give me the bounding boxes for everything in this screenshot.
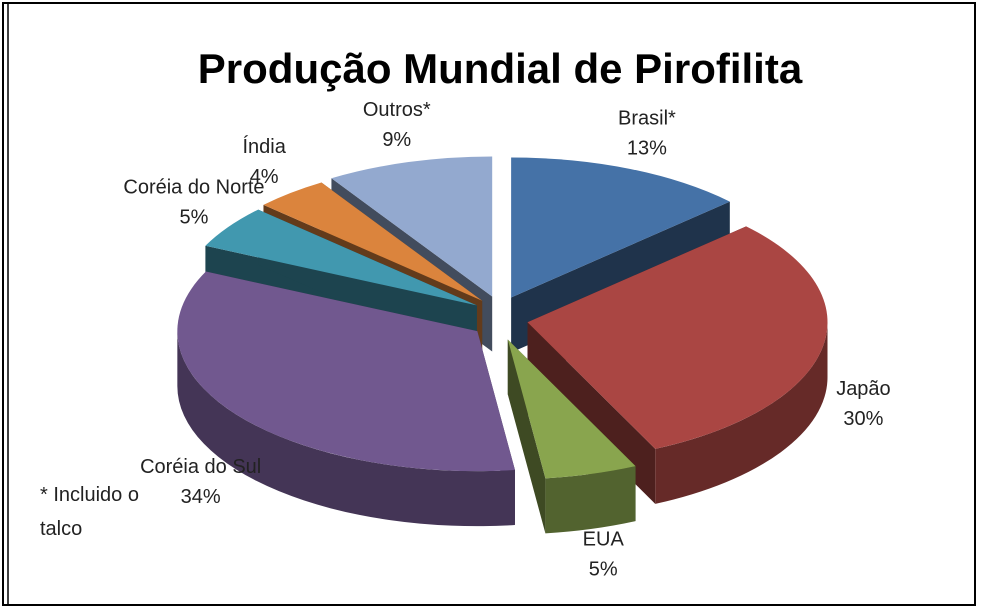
slice-value-label: 13%: [627, 137, 667, 159]
slice-value-label: 9%: [382, 129, 411, 151]
pie-slice: [263, 182, 483, 301]
annotation: * Incluido o talco: [40, 484, 139, 540]
chart-title: Produção Mundial de Pirofilita: [198, 45, 803, 92]
slice-wall: [177, 331, 515, 527]
slice-wall: [545, 466, 636, 534]
slice-label: Outros*: [363, 99, 431, 121]
slice-label: Coréia do Sul: [140, 456, 261, 478]
slice-value-label: 34%: [181, 486, 221, 508]
slice-side: [507, 339, 546, 534]
pie-slice: [177, 271, 515, 472]
slice-value-label: 5%: [180, 207, 209, 229]
pie-slice: [511, 157, 730, 298]
slice-label: Brasil*: [618, 107, 676, 129]
slice-value-label: 5%: [589, 559, 618, 581]
slice-value-label: 4%: [250, 166, 279, 188]
slice-group: [507, 339, 636, 534]
slice-group: [527, 226, 828, 504]
slice-label: Coréia do Norte: [123, 177, 264, 199]
slice-label: EUA: [583, 529, 625, 551]
slice-label: Índia: [242, 135, 286, 158]
pie-slice: [331, 156, 493, 297]
slice-label: Japão: [836, 378, 891, 400]
pie-slice: [507, 339, 636, 479]
pie-slice: [527, 226, 828, 449]
slice-wall: [655, 322, 828, 504]
pie-slice: [205, 209, 477, 306]
slice-value-label: 30%: [843, 408, 883, 430]
slice-group: [177, 271, 515, 527]
